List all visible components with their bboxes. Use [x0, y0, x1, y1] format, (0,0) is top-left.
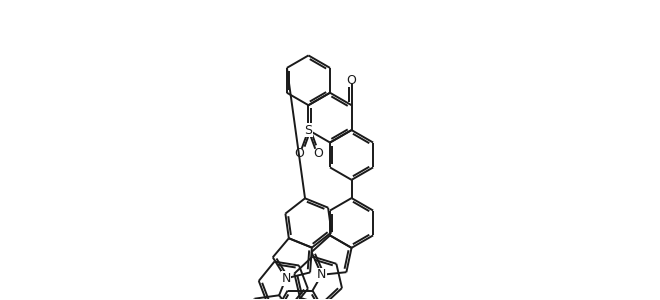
Text: N: N [317, 268, 326, 281]
Text: O: O [346, 74, 356, 87]
Text: S: S [304, 124, 312, 136]
Text: N: N [281, 272, 290, 285]
Text: O: O [294, 147, 304, 160]
Text: O: O [313, 147, 323, 160]
